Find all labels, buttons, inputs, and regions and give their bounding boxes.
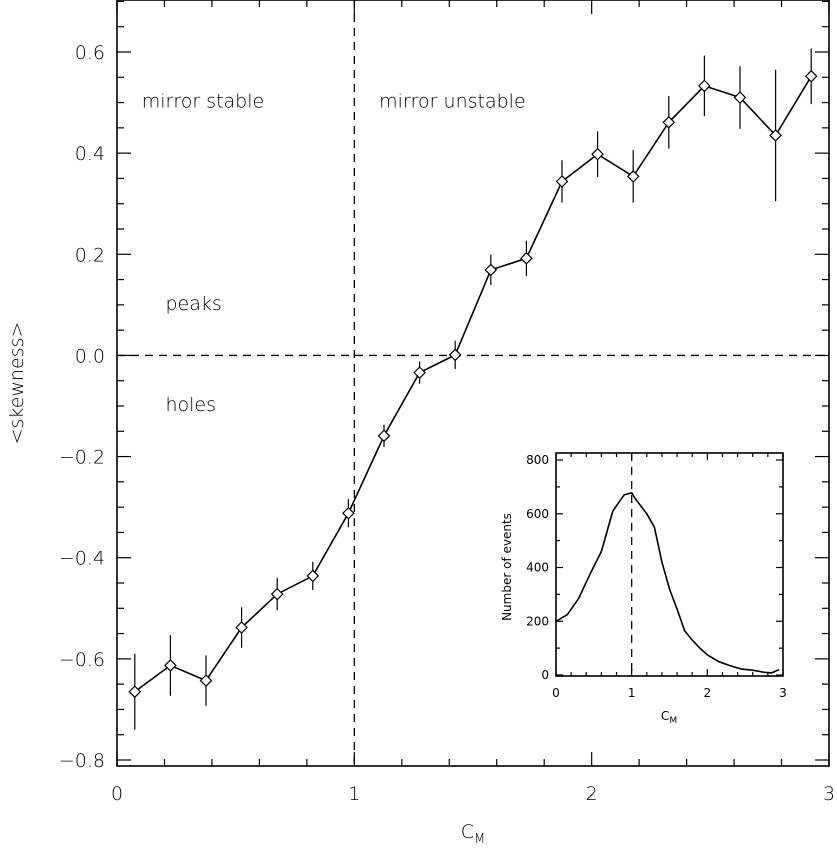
main-data-point <box>342 506 355 520</box>
main-data-point <box>235 621 248 634</box>
inset-y-axis-title: Number of events <box>500 513 514 621</box>
main-y-tick-label: −0.6 <box>59 649 105 671</box>
main-data-markers <box>128 69 818 699</box>
main-y-tick-label: 0.2 <box>75 244 105 266</box>
main-annotation: mirror stable <box>142 91 265 113</box>
inset-y-ticks <box>556 459 783 676</box>
inset-plot-frame <box>555 452 784 677</box>
inset-y-tick-label: 800 <box>526 453 549 467</box>
inset-x-tick-label: 3 <box>779 686 787 700</box>
main-x-tick-label: 0 <box>111 783 123 805</box>
main-x-tick-labels: 0 1 2 3 <box>111 783 835 805</box>
main-annotation: holes <box>165 394 216 416</box>
main-data-point <box>626 170 640 183</box>
main-x-ticks <box>116 0 830 766</box>
main-data-point <box>128 685 142 699</box>
inset-y-tick-labels: 0 200 400 600 800 <box>526 453 549 682</box>
main-reference-lines <box>117 0 829 766</box>
main-y-tick-label: −0.2 <box>59 447 105 469</box>
inset-y-tick-label: 0 <box>541 668 549 682</box>
inset-plot-panel: 0 1 2 3 0 200 400 600 800 CM Number of events <box>500 452 787 726</box>
main-annotation: peaks <box>165 293 221 315</box>
main-data-point <box>555 175 569 188</box>
main-annotations: mirror stable mirror unstable peaks holes <box>142 91 526 416</box>
main-y-tick-label: −0.8 <box>59 750 105 772</box>
inset-x-tick-label: 2 <box>704 686 712 700</box>
inset-y-tick-label: 400 <box>526 561 549 575</box>
main-x-tick-label: 2 <box>586 783 598 805</box>
main-data-point <box>306 569 320 583</box>
main-data-point <box>448 348 462 362</box>
main-x-tick-label: 3 <box>823 783 835 805</box>
main-y-ticks <box>117 0 829 761</box>
event-count-series-line <box>555 491 780 674</box>
main-data-point <box>377 429 391 443</box>
inset-plot-background <box>556 453 783 676</box>
main-data-point <box>413 366 426 379</box>
main-y-axis-title: <skewness> <box>6 322 28 445</box>
main-data-point <box>804 69 818 83</box>
skewness-series-line <box>134 75 812 693</box>
main-y-tick-labels: −0.8 −0.6 −0.4 −0.2 0.0 0.2 0.4 0.6 <box>59 42 105 772</box>
main-data-point <box>270 587 284 601</box>
inset-y-tick-label: 200 <box>526 614 549 628</box>
inset-y-tick-label: 600 <box>526 507 549 521</box>
main-data-point <box>164 659 177 672</box>
main-x-tick-label: 1 <box>348 783 360 805</box>
main-plot-frame <box>116 0 830 767</box>
main-data-point <box>733 91 747 104</box>
inset-x-tick-labels: 0 1 2 3 <box>552 686 787 700</box>
main-plot-panel: 0 1 2 3 −0.8 −0.6 −0.4 −0.2 0.0 0.2 0.4 0.6 mirror… <box>6 0 835 847</box>
main-annotation: mirror unstable <box>379 91 526 113</box>
main-data-point <box>520 251 533 265</box>
main-y-tick-label: 0.0 <box>75 345 105 367</box>
inset-x-axis-title: CM <box>661 709 677 726</box>
main-data-point <box>662 115 676 129</box>
main-y-tick-label: 0.4 <box>75 143 105 165</box>
main-data-point <box>199 674 213 687</box>
main-x-axis-title: CM <box>461 821 486 847</box>
main-data-point <box>591 147 604 161</box>
main-data-point <box>698 79 711 93</box>
main-y-tick-label: −0.4 <box>59 548 105 570</box>
inset-x-tick-label: 1 <box>628 686 636 700</box>
main-data-point <box>769 129 782 142</box>
inset-x-ticks <box>555 453 784 676</box>
main-data-point <box>484 263 498 277</box>
main-y-tick-label: 0.6 <box>75 42 105 64</box>
inset-x-tick-label: 0 <box>552 686 560 700</box>
